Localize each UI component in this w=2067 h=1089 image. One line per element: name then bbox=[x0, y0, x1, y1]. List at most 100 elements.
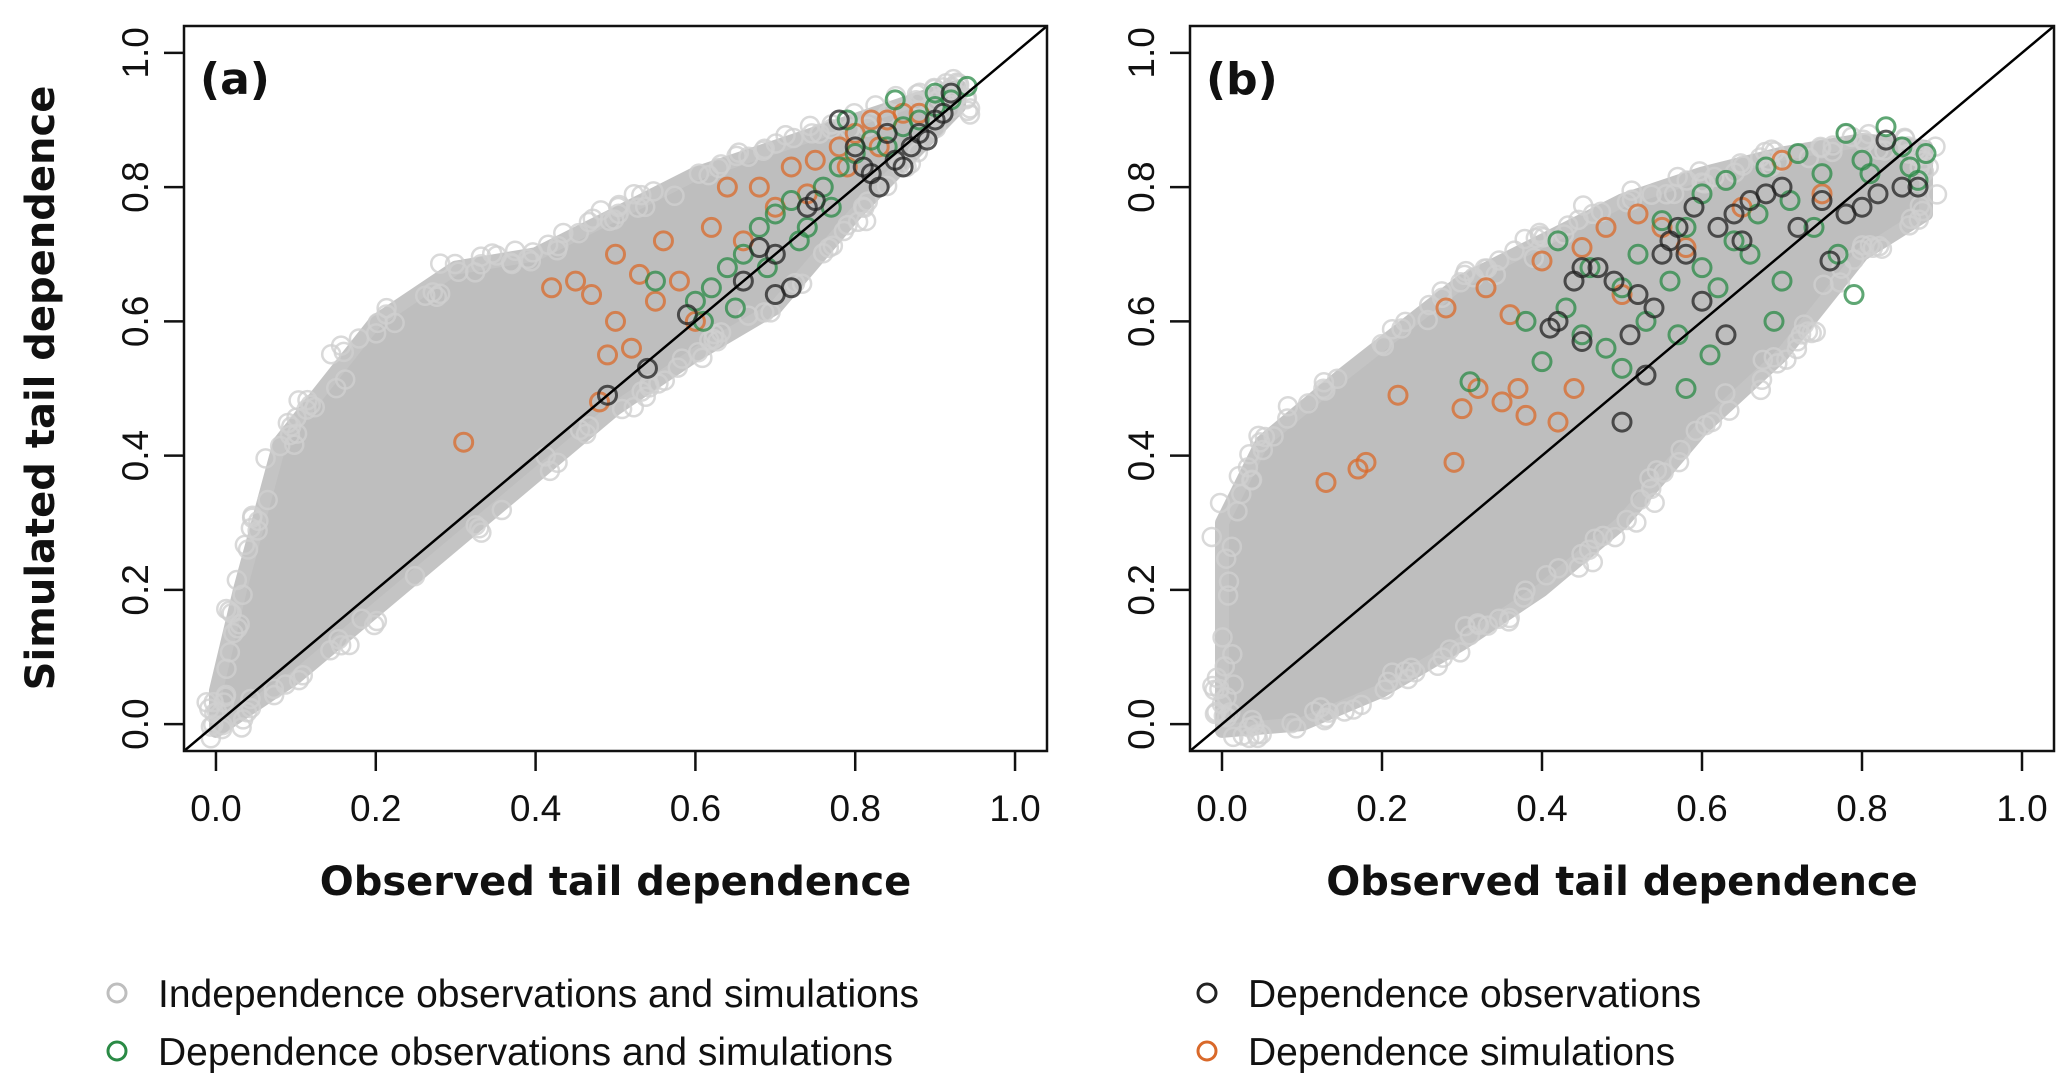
independence-point bbox=[1719, 400, 1740, 421]
independence-point bbox=[1281, 712, 1302, 734]
data-point bbox=[716, 257, 738, 279]
x-tick-label: 0.4 bbox=[1516, 788, 1567, 829]
independence-point bbox=[1218, 571, 1240, 592]
independence-point bbox=[339, 634, 360, 656]
data-point bbox=[1571, 324, 1593, 346]
independence-point bbox=[1644, 492, 1665, 514]
data-point bbox=[1571, 257, 1593, 279]
independence-point bbox=[1220, 702, 1241, 723]
independence-point bbox=[219, 642, 241, 663]
independence-point bbox=[1315, 380, 1336, 401]
data-point bbox=[796, 196, 818, 218]
independence-point bbox=[1536, 565, 1557, 586]
independence-point bbox=[1752, 349, 1774, 371]
data-point bbox=[748, 216, 770, 238]
independence-point bbox=[1525, 227, 1547, 249]
independence-point bbox=[1805, 321, 1826, 343]
independence-point bbox=[1641, 184, 1662, 205]
legend-label-dep-obs-sim: Dependence observations and simulations bbox=[158, 1031, 893, 1074]
x-tick-label: 0.2 bbox=[350, 788, 401, 829]
legend-label-independence: Independence observations and simulation… bbox=[158, 973, 919, 1016]
independence-point bbox=[277, 412, 299, 434]
data-point bbox=[748, 176, 770, 198]
independence-point bbox=[575, 423, 597, 445]
independence-point bbox=[1297, 393, 1319, 414]
y-tick-label: 0.2 bbox=[1121, 564, 1162, 615]
independence-point bbox=[568, 222, 590, 244]
data-point bbox=[1755, 156, 1777, 178]
data-point bbox=[1611, 357, 1633, 379]
data-point bbox=[1835, 122, 1857, 144]
data-point bbox=[932, 102, 954, 124]
data-point bbox=[1627, 243, 1649, 265]
data-point bbox=[1563, 378, 1585, 399]
plot-area bbox=[184, 26, 1047, 751]
independence-point bbox=[1868, 235, 1890, 257]
independence-point bbox=[1209, 492, 1231, 514]
data-point bbox=[732, 270, 754, 292]
data-point bbox=[1595, 216, 1617, 238]
series-dependence-observations-and-simulations bbox=[1459, 116, 1937, 399]
independence-point bbox=[231, 717, 252, 738]
independence-point bbox=[1468, 614, 1490, 636]
independence-point bbox=[263, 678, 285, 700]
independence-point bbox=[248, 510, 269, 532]
plot-area bbox=[1190, 26, 2054, 751]
data-point bbox=[1627, 203, 1649, 225]
independence-point bbox=[1381, 318, 1403, 340]
data-point bbox=[1699, 344, 1721, 366]
independence-point bbox=[1908, 209, 1930, 230]
independence-point bbox=[1223, 726, 1244, 748]
series-dependence-observations bbox=[597, 82, 962, 406]
data-point bbox=[620, 337, 642, 359]
data-point bbox=[748, 237, 770, 259]
y-tick-label: 0.2 bbox=[115, 564, 156, 615]
y-tick-label: 0.6 bbox=[1121, 296, 1162, 347]
data-point bbox=[1715, 324, 1737, 346]
independence-point bbox=[284, 434, 305, 455]
independence-point bbox=[654, 370, 675, 391]
independence-point bbox=[635, 386, 656, 408]
independence-point bbox=[1277, 408, 1298, 429]
data-point bbox=[716, 176, 738, 198]
independence-point bbox=[1900, 208, 1922, 230]
independence-point bbox=[404, 565, 426, 587]
x-tick-label: 1.0 bbox=[989, 788, 1040, 829]
data-point bbox=[581, 284, 603, 306]
independence-point bbox=[1568, 557, 1590, 578]
independence-point bbox=[1616, 191, 1638, 213]
independence-point bbox=[247, 520, 268, 541]
independence-point bbox=[847, 211, 869, 233]
x-tick-label: 0.4 bbox=[510, 788, 561, 829]
independence-point bbox=[520, 251, 542, 272]
independence-point bbox=[1216, 686, 1237, 708]
independence-point bbox=[1277, 396, 1299, 417]
data-point bbox=[1811, 190, 1833, 212]
independence-point bbox=[1313, 378, 1334, 400]
independence-point bbox=[1212, 627, 1233, 648]
independence-point bbox=[199, 698, 220, 719]
data-point bbox=[1491, 391, 1513, 413]
data-point bbox=[828, 109, 850, 131]
independence-point bbox=[216, 598, 237, 620]
data-point bbox=[1443, 451, 1465, 473]
independence-point bbox=[623, 183, 645, 205]
independence-point bbox=[1548, 557, 1569, 579]
legend: Independence observations and simulation… bbox=[106, 973, 1701, 1074]
data-point bbox=[940, 82, 962, 104]
independence-point bbox=[1215, 548, 1237, 569]
data-point bbox=[844, 136, 866, 158]
independence-point bbox=[320, 343, 342, 365]
independence-point bbox=[753, 302, 775, 323]
data-point bbox=[1787, 216, 1809, 238]
x-axis-label: Observed tail dependence bbox=[1326, 859, 1918, 905]
data-point bbox=[453, 431, 475, 453]
x-tick-label: 0.8 bbox=[1836, 788, 1887, 829]
independence-point bbox=[296, 399, 317, 420]
data-point bbox=[1915, 143, 1937, 165]
independence-point bbox=[366, 610, 388, 632]
x-tick-label: 0.6 bbox=[670, 788, 721, 829]
independence-point bbox=[1621, 180, 1642, 201]
data-point bbox=[1531, 351, 1553, 373]
